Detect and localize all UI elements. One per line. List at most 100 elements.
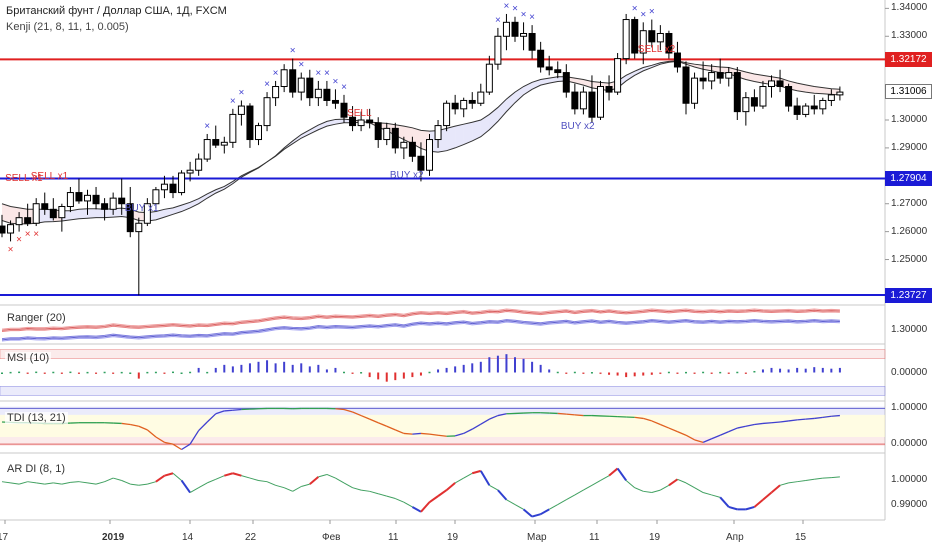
ardi-line-segment [138,483,148,486]
candle-body [768,80,775,88]
candle [631,16,639,59]
candle [331,89,339,109]
ardi-line-segment [719,496,730,508]
ardi-line-segment [249,477,259,481]
kenji-upper-line [1,60,840,214]
candle-body [716,72,724,79]
ardi-line-segment [180,479,191,494]
kenji-cloud-segment [472,120,481,141]
msi-bar [95,372,98,374]
msi-bar [813,367,816,373]
candle [41,192,49,215]
tdi-line-segment [779,420,789,423]
candle [66,186,74,213]
msi-bar [548,369,551,373]
candle [417,142,425,182]
candle-body [314,88,322,99]
candle-body [255,125,262,141]
candle [673,41,681,73]
ardi-line-segment [121,480,131,485]
candle [443,100,451,132]
ranger-upper-band [1,310,840,333]
msi-bar [69,371,72,374]
msi-bar [702,371,705,374]
kenji-cloud-segment [78,208,88,219]
candle [306,69,314,107]
tdi-line-segment [822,415,832,419]
ardi-line-segment [292,486,302,492]
price-tick-label: 1.25000 [891,253,928,265]
msi-bar [796,367,799,373]
ardi-line-segment [566,494,576,501]
candle-body [776,80,784,88]
signal-annotation: BUY x2 [389,169,424,181]
candle [451,94,459,115]
price-tick-label: 1.34000 [891,2,928,14]
candle [323,80,331,107]
time-tick-label: Фев [322,532,341,543]
time-tick-label: 17 [0,532,9,543]
tdi-line-segment [634,416,644,420]
msi-bar [599,372,602,375]
msi-bar [129,372,132,374]
tdi-line-segment [121,422,131,426]
msi-bar [334,367,337,373]
ardi-line-segment [44,482,54,485]
msi-bar [419,372,422,376]
candle-body [819,99,827,110]
msi-bar [565,372,568,374]
tdi-line-segment [335,408,345,411]
ardi-line-segment [10,482,20,485]
msi-bar [779,368,782,373]
msi-bar [471,363,474,373]
kenji-cloud-segment [70,209,79,220]
ranger-lower-band [1,320,840,341]
candle-body [32,203,40,224]
ranger-upper-band [1,308,840,330]
msi-bar [343,371,345,374]
candle-body [622,19,630,60]
tdi-line-segment [420,432,430,435]
candle-body [92,194,100,205]
time-tick-label: 22 [245,532,257,543]
msi-bar [231,366,234,373]
tdi-line-segment [771,421,781,424]
kenji-cloud-segment [403,126,413,144]
msi-bar [35,371,38,374]
msi-bar [616,372,619,376]
ranger-lower-band [1,321,840,342]
candle-body [648,30,656,43]
ardi-line-segment [232,472,242,477]
tdi-line-segment [694,439,704,443]
kenji-cloud-segment [805,84,815,94]
candle-body [400,141,408,149]
kenji-cloud-segment [113,208,122,218]
msi-bar [625,372,628,378]
ardi-line-segment [369,490,379,495]
tdi-line-segment [643,417,652,422]
candle-body [391,127,399,149]
tdi-line-segment [702,438,712,443]
msi-bar [539,364,542,373]
candle-body [545,66,553,71]
candle-body [785,86,793,107]
tdi-mid-zone [0,414,885,437]
tdi-line-segment [762,422,772,425]
candle-body [195,158,203,171]
price-tick-label: 1.26000 [891,225,928,237]
tdi-line-segment [198,421,208,432]
candle-body [511,21,519,37]
candle-body [708,72,716,82]
msi-bar [556,371,559,374]
candle [220,136,228,154]
candle [716,58,724,84]
msi-bar [154,371,157,374]
candle-body [263,97,271,127]
msi-bar [43,372,46,374]
ardi-line-segment [668,478,679,487]
ardi-line-segment [147,481,157,485]
candle [665,30,673,59]
candle [272,80,280,107]
candle [237,100,245,126]
